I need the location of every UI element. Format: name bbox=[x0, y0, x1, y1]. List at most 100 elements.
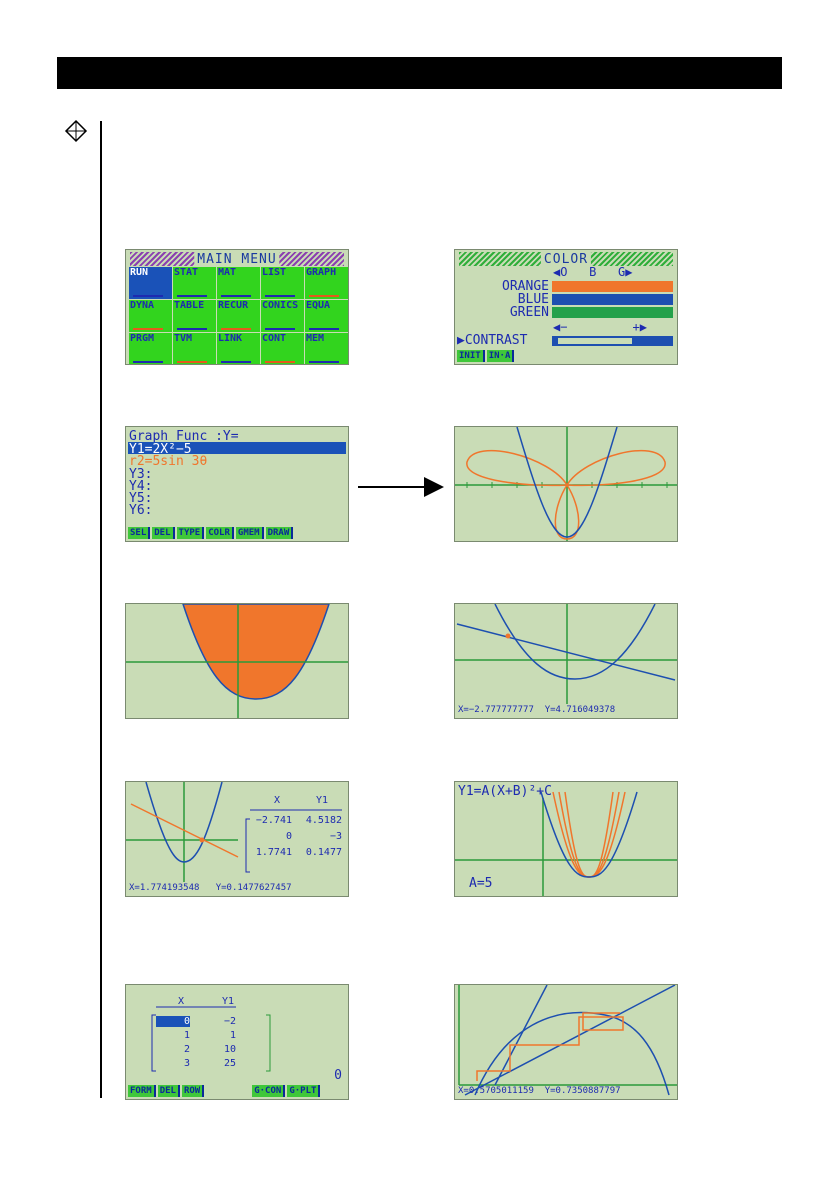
menu-item-conics[interactable]: CONICS bbox=[261, 300, 304, 332]
diamond-bullet-icon bbox=[64, 119, 88, 143]
graph-table-x-1: 0 bbox=[285, 831, 292, 842]
list-table-x-1[interactable]: 1 bbox=[183, 1030, 190, 1041]
list-table-selected-cell[interactable] bbox=[156, 1016, 190, 1027]
sel-softkey[interactable]: SEL bbox=[128, 527, 151, 539]
menu-item-prgm[interactable]: PRGM bbox=[129, 333, 172, 364]
web-readout: X=0.5705011159 Y=0.7350887797 bbox=[458, 1086, 621, 1096]
contrast-slider[interactable] bbox=[552, 336, 673, 346]
graph-table-y-1: −3 bbox=[329, 831, 342, 842]
dyna-graph-screen: Y1=A(X+B)²+C A=5 bbox=[454, 781, 678, 897]
menu-item-equa[interactable]: EQUA bbox=[305, 300, 348, 332]
gmem-softkey[interactable]: GMEM bbox=[235, 527, 264, 539]
list-icon bbox=[265, 279, 295, 297]
list-table-x-3[interactable]: 3 bbox=[183, 1058, 190, 1069]
graph-func-line-y3[interactable]: Y3: bbox=[129, 467, 153, 482]
contrast-icon bbox=[265, 345, 295, 363]
margin-rule bbox=[100, 121, 102, 1098]
graph-func-line-y5[interactable]: Y5: bbox=[129, 491, 153, 506]
main-menu-title-bar: MAIN MENU bbox=[130, 252, 344, 267]
menu-item-link[interactable]: LINK bbox=[217, 333, 260, 364]
trace-graph-plot bbox=[455, 604, 677, 704]
stat-icon bbox=[177, 279, 207, 297]
contrast-range: ◀− +▶ bbox=[553, 320, 647, 334]
type-softkey[interactable]: TYPE bbox=[176, 527, 205, 539]
menu-item-table[interactable]: TABLE bbox=[173, 300, 216, 332]
graph-table-x-2: 1.7741 bbox=[255, 847, 292, 858]
graph-table-y-2: 0.1477 bbox=[305, 847, 342, 858]
list-table-header-x: X bbox=[178, 996, 185, 1007]
draw-softkey[interactable]: DRAW bbox=[265, 527, 294, 539]
trace-graph-screen: X=−2.777777777 Y=4.716049378 bbox=[454, 603, 678, 719]
graph-func-screen: Graph Func :Y= Y1=2X²−5 r2=5sin 3θ Y3: Y… bbox=[125, 426, 349, 542]
in-a-softkey[interactable]: IN·A bbox=[486, 350, 515, 362]
dyna-icon bbox=[133, 312, 163, 330]
main-menu-grid: RUN STAT MAT LIST GRAPH DYNA TABLE RECUR… bbox=[129, 267, 348, 364]
rose-graph-screen bbox=[454, 426, 678, 542]
list-table-y-1[interactable]: 1 bbox=[229, 1030, 236, 1041]
color-bar-blue[interactable] bbox=[552, 294, 673, 305]
graph-table-readout: X=1.774193548 Y=0.1477627457 bbox=[129, 883, 292, 893]
graph-func-line-r2[interactable]: r2=5sin 3θ bbox=[129, 454, 208, 469]
graph-func-line-y6[interactable]: Y6: bbox=[129, 503, 153, 518]
web-graph-plot bbox=[458, 985, 677, 1096]
equa-icon bbox=[309, 312, 339, 330]
menu-item-graph[interactable]: GRAPH bbox=[305, 267, 348, 299]
color-bar-green[interactable] bbox=[552, 307, 673, 318]
list-table-y-2[interactable]: 10 bbox=[223, 1044, 236, 1055]
form-softkey[interactable]: FORM bbox=[128, 1085, 156, 1097]
contrast-label: ▶CONTRAST bbox=[457, 333, 528, 348]
colr-softkey[interactable]: COLR bbox=[206, 527, 234, 539]
list-table-y-3[interactable]: 25 bbox=[223, 1058, 236, 1069]
table-icon bbox=[177, 312, 207, 330]
menu-item-mem[interactable]: MEM bbox=[305, 333, 348, 364]
menu-item-cont[interactable]: CONT bbox=[261, 333, 304, 364]
menu-item-tvm[interactable]: TVM bbox=[173, 333, 216, 364]
matrix-icon bbox=[221, 279, 251, 297]
menu-item-dyna[interactable]: DYNA bbox=[129, 300, 172, 332]
graph-func-header: Graph Func :Y= bbox=[129, 429, 239, 444]
menu-item-run[interactable]: RUN bbox=[129, 267, 172, 299]
right-arrow-icon bbox=[358, 477, 444, 497]
dyna-graph-plot bbox=[455, 791, 677, 896]
main-menu-screen: MAIN MENU RUN STAT MAT LIST GRAPH DYNA T… bbox=[125, 249, 349, 365]
list-table-input-value: 0 bbox=[334, 1068, 342, 1083]
del-softkey[interactable]: DEL bbox=[157, 1085, 180, 1097]
list-table-y-0[interactable]: −2 bbox=[223, 1016, 236, 1027]
graph-table-y-0: 4.5182 bbox=[305, 815, 342, 826]
graph-table-header-x: X bbox=[274, 795, 281, 806]
program-icon bbox=[133, 345, 163, 363]
section-title-bar bbox=[57, 57, 782, 89]
menu-item-list[interactable]: LIST bbox=[261, 267, 304, 299]
list-table-softkeys: FORM DEL ROW G·CON G·PLT bbox=[128, 1085, 321, 1097]
list-table-x-2[interactable]: 2 bbox=[183, 1044, 190, 1055]
tvm-icon bbox=[177, 345, 207, 363]
color-label-orange: ORANGE bbox=[502, 279, 549, 294]
rose-graph-plot bbox=[455, 427, 677, 541]
color-bar-orange[interactable] bbox=[552, 281, 673, 292]
color-softkeys: INIT IN·A bbox=[457, 350, 515, 362]
trace-readout: X=−2.777777777 Y=4.716049378 bbox=[458, 705, 616, 715]
graph-func-line-y4[interactable]: Y4: bbox=[129, 479, 153, 494]
conics-icon bbox=[265, 312, 295, 330]
list-table-frame bbox=[151, 1006, 271, 1072]
init-softkey[interactable]: INIT bbox=[457, 350, 485, 362]
color-title: COLOR bbox=[540, 252, 592, 267]
web-graph-screen: X=0.5705011159 Y=0.7350887797 bbox=[454, 984, 678, 1100]
shaded-graph-plot bbox=[126, 604, 348, 718]
list-table-x-0[interactable]: 0 bbox=[183, 1016, 190, 1027]
selected-line-highlight bbox=[128, 442, 346, 454]
menu-item-stat[interactable]: STAT bbox=[173, 267, 216, 299]
row-softkey[interactable]: ROW bbox=[181, 1085, 205, 1097]
graph-icon bbox=[309, 279, 339, 297]
graph-func-softkeys: SEL DEL TYPE COLR GMEM DRAW bbox=[128, 527, 294, 539]
g-plt-softkey[interactable]: G·PLT bbox=[287, 1085, 321, 1097]
main-menu-title: MAIN MENU bbox=[194, 252, 280, 267]
list-table-header-y1: Y1 bbox=[222, 996, 235, 1007]
g-con-softkey[interactable]: G·CON bbox=[252, 1085, 286, 1097]
color-label-blue: BLUE bbox=[517, 292, 549, 307]
run-icon bbox=[133, 279, 163, 297]
menu-item-mat[interactable]: MAT bbox=[217, 267, 260, 299]
menu-item-recur[interactable]: RECUR bbox=[217, 300, 260, 332]
del-softkey[interactable]: DEL bbox=[152, 527, 175, 539]
graph-func-line-y1[interactable]: Y1=2X²−5 bbox=[129, 442, 192, 457]
